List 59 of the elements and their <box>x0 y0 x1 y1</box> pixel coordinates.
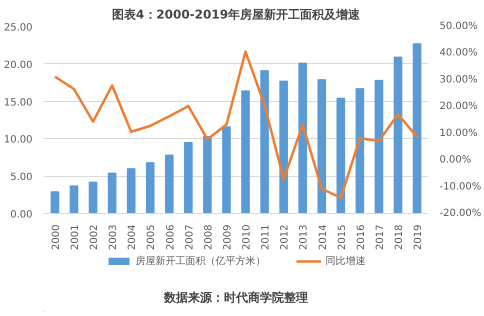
y-tick-label: 25.00 <box>4 22 33 34</box>
x-tick-label: 2010 <box>242 224 253 250</box>
y2-tick-label: -10.00% <box>440 181 482 192</box>
bar <box>317 79 326 214</box>
x-tick-label: 2005 <box>146 224 158 250</box>
legend-label: 同比增速 <box>326 254 366 268</box>
bar <box>222 126 231 214</box>
bar <box>374 80 384 214</box>
y-tick-label: 15.00 <box>4 97 33 108</box>
x-tick-label: 2008 <box>203 224 214 250</box>
x-tick-label: 2016 <box>356 224 367 250</box>
y-tick-label: 5.00 <box>10 172 32 184</box>
bar <box>394 56 402 214</box>
bar <box>88 182 98 214</box>
y2-tick-label: 20.00% <box>440 101 478 112</box>
bar <box>70 185 78 214</box>
y-tick-label: 10.00 <box>4 134 33 146</box>
x-tick-label: 2011 <box>260 224 272 250</box>
x-tick-label: 2000 <box>50 224 62 250</box>
source-note: 数据来源：时代商学院整理 <box>163 290 308 304</box>
x-tick-label: 2017 <box>374 224 386 250</box>
bar <box>108 172 116 214</box>
y2-tick-label: 0.00% <box>440 154 472 166</box>
x-tick-label: 2018 <box>394 224 406 250</box>
x-tick-label: 2002 <box>89 224 100 250</box>
bar <box>50 191 60 214</box>
bar <box>356 88 364 214</box>
x-tick-label: 2006 <box>165 224 176 250</box>
line-series <box>54 50 418 199</box>
x-tick-label: 2003 <box>108 224 120 250</box>
x-tick-label: 2013 <box>298 224 310 250</box>
y-tick-label: 0.00 <box>10 210 32 220</box>
y2-tick-label: 10.00% <box>440 128 478 139</box>
chart-title: 图表4：2000-2019年房屋新开工面积及增速 <box>112 8 362 22</box>
bar <box>412 43 422 214</box>
bar <box>146 162 155 214</box>
y2-tick-label: -20.00% <box>440 208 482 219</box>
x-tick-label: 2015 <box>336 224 348 250</box>
bar <box>184 142 193 214</box>
x-tick-label: 2007 <box>184 224 196 250</box>
bar <box>203 136 212 214</box>
bar <box>126 168 136 214</box>
bar <box>279 80 288 214</box>
y2-tick-label: 40.00% <box>440 48 478 59</box>
x-tick-label: 2004 <box>127 224 138 250</box>
bar <box>336 98 346 214</box>
x-tick-label: 2019 <box>413 224 424 250</box>
y2-tick-label: 50.00% <box>440 21 478 32</box>
bar <box>164 154 174 214</box>
legend-label: 房屋新开工面积（亿平方米） <box>136 254 266 268</box>
y-tick-label: 20.00 <box>4 60 33 71</box>
bar <box>241 90 250 214</box>
x-tick-label: 2012 <box>280 224 291 250</box>
bar <box>260 70 269 214</box>
x-tick-label: 2014 <box>318 224 329 250</box>
bar <box>298 62 308 214</box>
x-tick-label: 2001 <box>70 224 81 250</box>
y2-tick-label: 30.00% <box>440 74 478 86</box>
x-tick-label: 2009 <box>222 224 234 250</box>
